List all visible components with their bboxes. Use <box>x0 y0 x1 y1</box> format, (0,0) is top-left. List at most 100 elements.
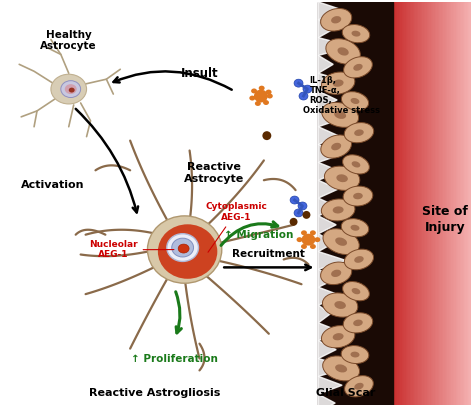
Text: Healthy
Astrocyte: Healthy Astrocyte <box>40 30 97 51</box>
Ellipse shape <box>331 270 341 277</box>
Bar <box>435 2 437 405</box>
Ellipse shape <box>265 90 272 94</box>
Bar <box>393 2 396 405</box>
Text: Cytoplasmic
AEG-1: Cytoplasmic AEG-1 <box>205 202 267 252</box>
Bar <box>396 2 398 405</box>
Ellipse shape <box>263 131 271 140</box>
Polygon shape <box>319 323 341 341</box>
Text: IL-1β,: IL-1β, <box>310 76 337 85</box>
Polygon shape <box>319 216 336 234</box>
Text: ROS,: ROS, <box>310 96 332 105</box>
Bar <box>440 2 443 405</box>
Ellipse shape <box>320 9 352 31</box>
Ellipse shape <box>322 293 358 317</box>
Text: ↑ Migration: ↑ Migration <box>224 230 293 240</box>
Ellipse shape <box>354 256 364 263</box>
Ellipse shape <box>352 31 360 37</box>
Ellipse shape <box>147 216 222 283</box>
Bar <box>414 2 416 405</box>
Ellipse shape <box>337 47 349 56</box>
Ellipse shape <box>341 219 369 237</box>
Bar <box>461 2 464 405</box>
Ellipse shape <box>350 352 359 357</box>
Bar <box>431 2 433 405</box>
Text: Nucleolar
AEG-1: Nucleolar AEG-1 <box>89 240 174 260</box>
Ellipse shape <box>299 92 308 100</box>
Bar <box>411 2 414 405</box>
Bar <box>429 2 432 405</box>
Bar <box>442 2 444 405</box>
Bar <box>413 2 415 405</box>
Ellipse shape <box>341 92 369 110</box>
Ellipse shape <box>301 230 307 235</box>
Bar <box>401 2 404 405</box>
Polygon shape <box>319 2 345 20</box>
Ellipse shape <box>344 57 373 78</box>
Bar <box>436 2 438 405</box>
Bar <box>463 2 465 405</box>
Bar <box>439 2 441 405</box>
Ellipse shape <box>337 174 348 182</box>
Ellipse shape <box>255 101 261 106</box>
Ellipse shape <box>290 218 298 226</box>
Ellipse shape <box>341 346 369 363</box>
Ellipse shape <box>178 244 189 253</box>
Bar <box>395 2 397 405</box>
Bar <box>319 2 392 405</box>
Ellipse shape <box>333 333 344 340</box>
Text: Reactive
Astrocyte: Reactive Astrocyte <box>184 162 245 184</box>
Ellipse shape <box>333 79 344 87</box>
Bar <box>415 2 418 405</box>
Bar <box>432 2 435 405</box>
Ellipse shape <box>334 301 346 309</box>
Polygon shape <box>319 109 344 127</box>
Text: Reactive Astrogliosis: Reactive Astrogliosis <box>89 388 220 398</box>
Bar <box>400 2 402 405</box>
Text: Site of
Injury: Site of Injury <box>422 206 468 234</box>
Ellipse shape <box>294 209 303 217</box>
Bar <box>468 2 471 405</box>
Bar <box>445 2 447 405</box>
Ellipse shape <box>343 313 373 333</box>
Bar <box>447 2 450 405</box>
Ellipse shape <box>352 288 360 294</box>
Ellipse shape <box>353 193 363 199</box>
Bar <box>403 2 405 405</box>
Polygon shape <box>319 55 333 73</box>
Polygon shape <box>319 162 340 180</box>
Ellipse shape <box>333 206 344 214</box>
Ellipse shape <box>321 72 355 94</box>
Ellipse shape <box>297 237 302 242</box>
Bar <box>425 2 428 405</box>
Ellipse shape <box>331 16 341 24</box>
Ellipse shape <box>249 96 255 101</box>
Polygon shape <box>319 37 352 55</box>
Bar <box>451 2 454 405</box>
Bar <box>409 2 411 405</box>
Ellipse shape <box>322 103 358 127</box>
Bar <box>418 2 420 405</box>
Bar <box>458 2 461 405</box>
Bar <box>388 2 390 405</box>
Text: Insult: Insult <box>181 67 219 80</box>
Polygon shape <box>319 269 337 287</box>
Ellipse shape <box>334 111 346 119</box>
Ellipse shape <box>290 196 299 204</box>
Polygon shape <box>319 359 349 376</box>
Ellipse shape <box>172 238 193 257</box>
Ellipse shape <box>298 202 307 210</box>
Bar <box>457 2 459 405</box>
Ellipse shape <box>321 326 355 348</box>
Bar <box>399 2 401 405</box>
Ellipse shape <box>65 84 77 94</box>
Bar <box>421 2 423 405</box>
Polygon shape <box>319 341 336 359</box>
Bar <box>443 2 446 405</box>
Ellipse shape <box>326 39 360 64</box>
Ellipse shape <box>303 85 312 93</box>
Ellipse shape <box>251 88 257 94</box>
Ellipse shape <box>331 143 341 150</box>
Ellipse shape <box>302 211 310 219</box>
Ellipse shape <box>354 129 364 136</box>
Ellipse shape <box>353 64 363 71</box>
